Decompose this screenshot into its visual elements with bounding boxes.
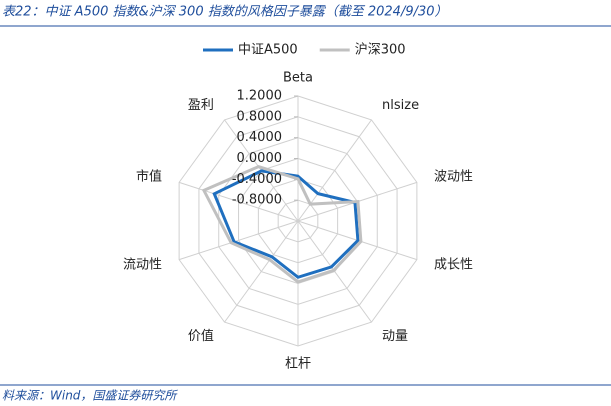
axis-label: 盈利 bbox=[188, 98, 214, 113]
legend-label: 中证A500 bbox=[238, 43, 298, 58]
tick-label: -0.8000 bbox=[232, 193, 282, 208]
axis-label: 流动性 bbox=[123, 258, 162, 273]
axis-label: Beta bbox=[283, 71, 313, 86]
tick-label: -0.4000 bbox=[232, 172, 282, 187]
source: 料来源：Wind，国盛证券研究所 bbox=[2, 389, 178, 403]
tick-label: 0.4000 bbox=[237, 130, 283, 145]
tick-label: 0.8000 bbox=[237, 109, 283, 124]
series-line bbox=[201, 165, 363, 284]
spoke bbox=[297, 119, 372, 222]
tick-label: 0.0000 bbox=[237, 151, 283, 166]
tick-label: 1.2000 bbox=[237, 89, 283, 104]
axis-label: 市值 bbox=[136, 168, 162, 184]
series-line bbox=[212, 169, 360, 279]
spoke bbox=[224, 220, 299, 323]
axis-label: nlsize bbox=[382, 98, 419, 113]
axis-label: 波动性 bbox=[434, 169, 473, 184]
axis-label: 杠杆 bbox=[285, 356, 311, 372]
spoke bbox=[178, 220, 299, 261]
axis-label: 价值 bbox=[188, 328, 214, 344]
legend-label: 沪深300 bbox=[355, 42, 406, 58]
axis-label: 动量 bbox=[382, 329, 408, 344]
spoke bbox=[297, 220, 372, 323]
chart-title: 表22：中证 A500 指数&沪深 300 指数的风格因子暴露（截至 2024/… bbox=[2, 4, 448, 20]
spoke bbox=[178, 181, 299, 222]
axis-label: 成长性 bbox=[434, 258, 473, 273]
